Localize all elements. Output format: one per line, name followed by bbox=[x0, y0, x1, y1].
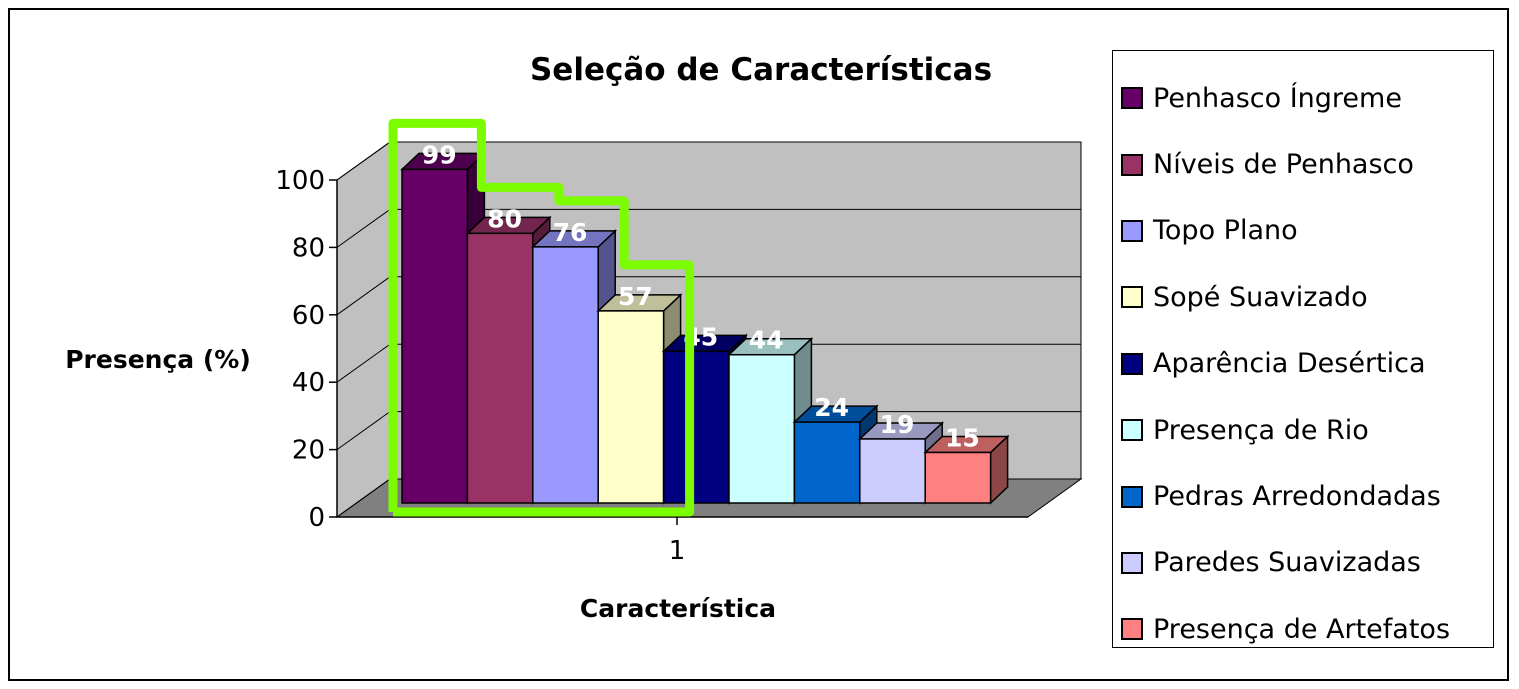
legend-swatch bbox=[1121, 618, 1143, 641]
legend-swatch bbox=[1121, 219, 1143, 242]
data-label: 24 bbox=[814, 393, 849, 422]
y-tick-label: 0 bbox=[308, 503, 325, 533]
bar-1 bbox=[401, 168, 469, 504]
data-label: 80 bbox=[487, 204, 522, 233]
bar-6 bbox=[728, 353, 796, 504]
legend-swatch bbox=[1121, 352, 1143, 375]
legend-label: Penhasco Íngreme bbox=[1153, 82, 1402, 114]
bar-2 bbox=[466, 232, 534, 504]
legend-swatch bbox=[1121, 153, 1143, 176]
data-label: 57 bbox=[618, 282, 653, 311]
data-label: 99 bbox=[422, 140, 457, 169]
bar-4 bbox=[597, 310, 665, 504]
x-tick-label: 1 bbox=[669, 536, 686, 566]
y-tick-label: 60 bbox=[292, 301, 325, 331]
legend-item: Pedras Arredondadas bbox=[1121, 463, 1493, 529]
legend-label: Paredes Suavizadas bbox=[1153, 547, 1421, 579]
legend-swatch bbox=[1121, 485, 1143, 508]
bar-9 bbox=[924, 451, 992, 504]
legend-swatch bbox=[1121, 551, 1143, 574]
y-tick-label: 100 bbox=[275, 166, 325, 196]
legend-item: Paredes Suavizadas bbox=[1121, 530, 1493, 596]
bar-5 bbox=[662, 350, 730, 504]
legend-item: Sopé Suavizado bbox=[1121, 264, 1493, 330]
legend-swatch bbox=[1121, 286, 1143, 309]
side-wall bbox=[336, 141, 391, 518]
legend-label: Sopé Suavizado bbox=[1153, 281, 1368, 313]
legend-label: Presença de Artefatos bbox=[1153, 613, 1451, 645]
y-tick-label: 80 bbox=[292, 233, 325, 263]
legend-item: Níveis de Penhasco bbox=[1121, 131, 1493, 197]
chart-title: Seleção de Características bbox=[530, 52, 992, 88]
bar-7 bbox=[793, 421, 861, 504]
legend-label: Topo Plano bbox=[1153, 215, 1298, 247]
legend-label: Presença de Rio bbox=[1153, 414, 1369, 446]
legend: Penhasco Íngreme Níveis de Penhasco Topo P… bbox=[1112, 50, 1494, 648]
legend-label: Pedras Arredondadas bbox=[1153, 481, 1441, 513]
legend-swatch bbox=[1121, 87, 1143, 110]
y-tick-label: 20 bbox=[292, 436, 325, 466]
data-label: 19 bbox=[880, 410, 915, 439]
legend-swatch bbox=[1121, 419, 1143, 442]
legend-item: Presença de Rio bbox=[1121, 397, 1493, 463]
y-axis-title: Presença (%) bbox=[65, 345, 251, 374]
legend-label: Aparência Desértica bbox=[1153, 348, 1426, 380]
data-label: 15 bbox=[945, 423, 980, 452]
highlight-outline bbox=[388, 118, 695, 517]
data-label: 44 bbox=[749, 326, 784, 355]
legend-item: Topo Plano bbox=[1121, 198, 1493, 264]
legend-label: Níveis de Penhasco bbox=[1153, 149, 1414, 181]
data-label: 76 bbox=[553, 218, 588, 247]
y-tick-label: 40 bbox=[292, 368, 325, 398]
legend-item: Penhasco Íngreme bbox=[1121, 65, 1493, 131]
x-axis-title: Característica bbox=[580, 594, 776, 623]
bar-8 bbox=[859, 438, 926, 504]
legend-item: Presença de Artefatos bbox=[1121, 596, 1493, 662]
legend-item: Aparência Desértica bbox=[1121, 331, 1493, 397]
bar-3 bbox=[532, 246, 599, 504]
